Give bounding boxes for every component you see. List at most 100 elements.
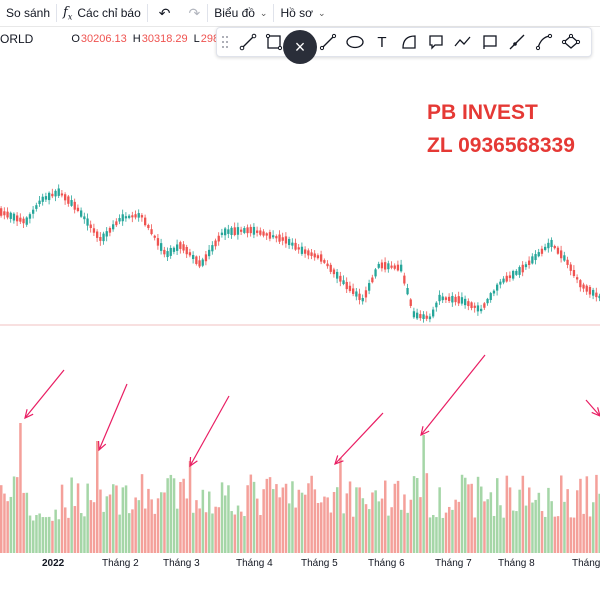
volume-bar <box>339 458 342 553</box>
volume-bars <box>0 423 600 553</box>
volume-bar <box>480 486 483 553</box>
time-axis-label: Tháng 5 <box>301 558 338 569</box>
polyline-icon[interactable] <box>453 32 473 52</box>
volume-bar <box>236 505 240 553</box>
candle <box>508 275 512 279</box>
candle <box>534 254 537 261</box>
candle <box>240 229 243 232</box>
volume-bar <box>96 441 99 553</box>
volume-bar <box>259 515 262 553</box>
volume-bar <box>556 516 560 553</box>
candle <box>281 237 284 241</box>
volume-bar <box>60 484 64 553</box>
volume-bar <box>582 513 585 553</box>
candle <box>131 215 134 218</box>
pattern-icon[interactable] <box>561 32 581 52</box>
volume-bar <box>345 493 349 553</box>
volume-bar <box>403 494 406 553</box>
volume-bar <box>137 500 141 553</box>
high-value: 30318.29 <box>141 33 188 45</box>
candle <box>140 215 144 218</box>
volume-bar <box>48 516 51 553</box>
candle <box>163 249 166 255</box>
line-icon[interactable] <box>318 32 338 52</box>
top-toolbar: So sánh fx Các chỉ báo ↶ ↷ Biểu đồ ⌄ Hồ … <box>0 0 600 27</box>
candle <box>243 228 246 233</box>
chart-menu-button[interactable]: Biểu đồ ⌄ <box>208 0 273 26</box>
candle <box>51 193 54 197</box>
volume-bar <box>44 517 48 553</box>
indicators-button[interactable]: fx Các chỉ báo <box>57 0 147 26</box>
candle <box>502 278 505 283</box>
volume-bar <box>524 505 528 553</box>
drawing-toolbar: T <box>216 27 592 57</box>
volume-bar <box>150 499 153 553</box>
drag-handle-icon[interactable] <box>221 35 229 49</box>
candle <box>454 296 457 303</box>
time-axis-label: 2022 <box>42 558 65 569</box>
callout-icon[interactable] <box>426 32 446 52</box>
candle <box>320 254 323 262</box>
candle <box>268 232 272 239</box>
volume-bar <box>540 511 544 553</box>
volume-bar <box>262 489 265 553</box>
undo-button[interactable]: ↶ <box>148 0 182 26</box>
arrow-line <box>334 412 384 465</box>
candle <box>83 216 86 220</box>
volume-bar <box>25 492 29 553</box>
ray-icon[interactable] <box>507 32 527 52</box>
text-icon[interactable]: T <box>377 33 387 51</box>
candle <box>121 214 124 222</box>
annotation-arrows <box>24 354 600 468</box>
volume-bar <box>73 506 77 553</box>
candle <box>134 214 137 218</box>
toolbar-divider <box>56 4 58 22</box>
candle <box>524 264 528 268</box>
candle <box>355 291 358 297</box>
candle <box>252 226 256 235</box>
volume-bar <box>9 496 13 553</box>
note-icon[interactable] <box>480 32 500 52</box>
volume-bar <box>572 517 576 553</box>
candle <box>515 270 518 275</box>
candle <box>419 314 422 319</box>
volume-bar <box>16 477 19 553</box>
candle <box>384 262 387 270</box>
trend-line-icon[interactable] <box>238 32 258 52</box>
ellipse-icon[interactable] <box>345 32 365 52</box>
close-icon[interactable]: × <box>283 30 317 64</box>
arrow-line <box>189 395 230 467</box>
volume-bar <box>473 517 477 553</box>
candle <box>166 251 169 258</box>
volume-bar <box>3 493 6 553</box>
volume-bar <box>419 497 422 553</box>
candle <box>531 256 534 264</box>
volume-bar <box>348 481 352 553</box>
volume-bar <box>400 509 403 553</box>
arc-icon[interactable] <box>399 32 419 52</box>
candle <box>92 228 96 233</box>
curve-icon[interactable] <box>534 32 554 52</box>
candle <box>86 218 89 226</box>
chevron-down-icon: ⌄ <box>318 7 326 18</box>
profile-menu-button[interactable]: Hồ sơ ⌄ <box>274 0 331 26</box>
compare-button[interactable]: So sánh <box>0 0 56 26</box>
candle <box>300 246 304 254</box>
rectangle-icon[interactable] <box>264 32 284 52</box>
redo-button[interactable]: ↷ <box>181 0 207 26</box>
volume-bar <box>0 485 3 553</box>
candle <box>195 256 198 264</box>
candle <box>547 242 550 249</box>
candle <box>192 254 195 260</box>
arrow-head <box>420 426 430 437</box>
candle <box>38 200 41 205</box>
candle <box>432 309 435 317</box>
candle <box>64 194 67 201</box>
candle <box>214 240 217 247</box>
volume-bar <box>198 508 201 553</box>
volume-bar <box>115 485 118 553</box>
symbol-name[interactable]: ORLD <box>0 32 34 46</box>
volume-bar <box>553 516 557 553</box>
candle <box>233 227 236 236</box>
